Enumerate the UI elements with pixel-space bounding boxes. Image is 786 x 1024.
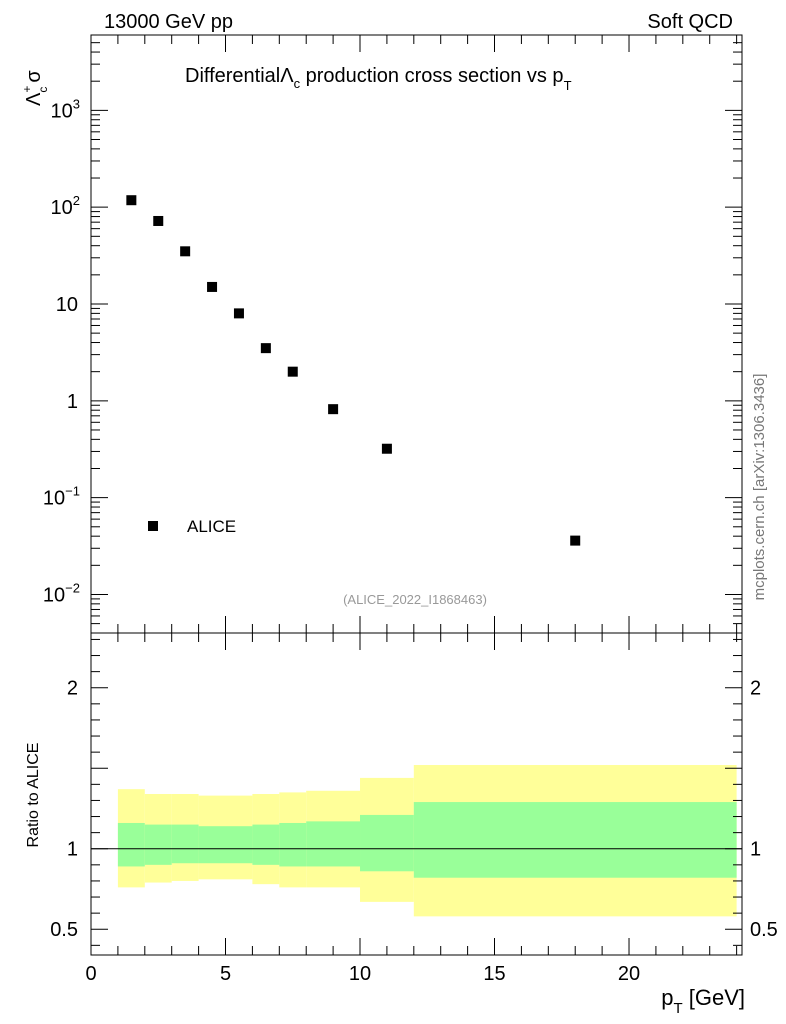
data-point bbox=[287, 366, 298, 377]
data-point bbox=[260, 343, 271, 354]
ratio-y-axis-label: Ratio to ALICE bbox=[25, 743, 42, 848]
x-axis-label: pT [GeV] bbox=[661, 985, 745, 1017]
band-inner bbox=[360, 814, 414, 872]
data-point bbox=[180, 246, 191, 257]
band-inner bbox=[117, 822, 145, 867]
main-y-axis-label: Λ+ cσ bbox=[20, 70, 50, 106]
ratio-x-ticks: 0 5 10 15 20 bbox=[85, 633, 738, 985]
ratio-plot-frame bbox=[90, 632, 743, 956]
y-tick-label: 1 bbox=[67, 391, 78, 413]
band-inner bbox=[413, 802, 737, 878]
main-y-ticks: 10−2 10−1 1 10 102 103 bbox=[43, 34, 742, 634]
x-tick-label: 15 bbox=[483, 963, 505, 985]
x-tick-label: 5 bbox=[220, 963, 231, 985]
band-inner bbox=[279, 822, 307, 867]
y-tick-label-right: 1 bbox=[750, 839, 761, 861]
main-x-ticks bbox=[90, 35, 738, 633]
y-tick-label: 10−2 bbox=[43, 580, 80, 606]
data-point bbox=[570, 535, 581, 546]
band-inner bbox=[198, 826, 226, 864]
y-tick-label: 102 bbox=[51, 193, 80, 219]
y-tick-label-right: 2 bbox=[750, 678, 761, 700]
header-right-label: Soft QCD bbox=[647, 11, 733, 33]
x-tick-label: 10 bbox=[349, 963, 371, 985]
data-point bbox=[233, 308, 244, 319]
reference-id-label: (ALICE_2022_I1868463) bbox=[343, 592, 487, 607]
band-inner bbox=[306, 821, 361, 867]
data-point bbox=[207, 281, 218, 292]
data-point bbox=[153, 215, 164, 226]
y-tick-label: 10 bbox=[56, 294, 78, 316]
legend-label: ALICE bbox=[187, 517, 236, 536]
band-inner bbox=[252, 824, 280, 865]
y-tick-label-right: 0.5 bbox=[750, 919, 778, 941]
band-inner bbox=[144, 824, 172, 865]
data-point bbox=[381, 443, 392, 454]
band-inner bbox=[171, 824, 199, 864]
data-point bbox=[126, 195, 137, 206]
x-tick-label: 20 bbox=[618, 963, 640, 985]
y-tick-label: 1 bbox=[67, 839, 78, 861]
y-tick-label: 2 bbox=[67, 678, 78, 700]
main-plot-title: DifferentialΛc production cross section … bbox=[185, 65, 572, 93]
data-points bbox=[126, 195, 581, 546]
data-point bbox=[328, 404, 339, 415]
band-inner bbox=[225, 826, 253, 864]
main-plot-frame bbox=[90, 34, 743, 634]
y-tick-label: 10−1 bbox=[43, 484, 80, 510]
ratio-y-ticks: 0.5 0.5 1 1 2 2 bbox=[50, 638, 778, 946]
legend: ALICE bbox=[148, 517, 236, 536]
watermark-label: mcplots.cern.ch [arXiv:1306.3436] bbox=[751, 374, 768, 601]
ratio-bands bbox=[117, 765, 737, 917]
y-tick-label: 0.5 bbox=[50, 919, 78, 941]
x-tick-label: 0 bbox=[85, 963, 96, 985]
header-left-label: 13000 GeV pp bbox=[104, 11, 233, 33]
y-tick-label: 103 bbox=[51, 96, 80, 122]
legend-marker bbox=[148, 521, 158, 531]
